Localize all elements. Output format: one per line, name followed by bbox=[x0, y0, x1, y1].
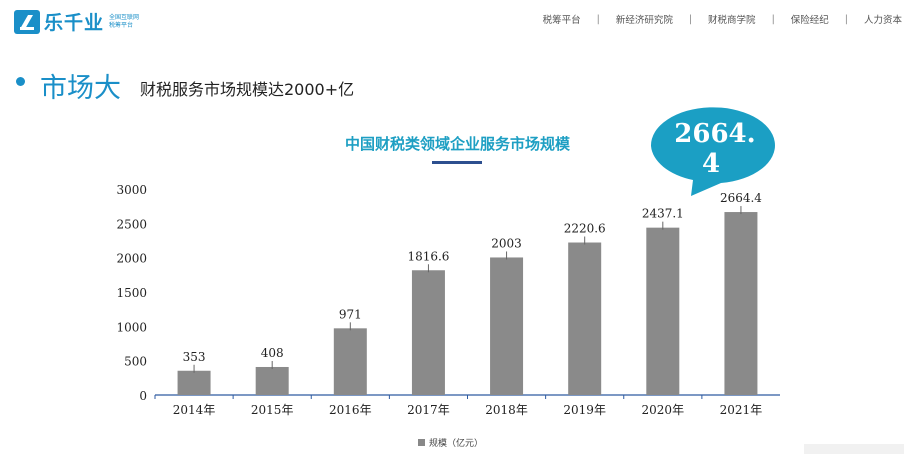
x-tick-label: 2014年 bbox=[173, 403, 216, 417]
top-nav: 税筹平台 | 新经济研究院 | 财税商学院 | 保险经纪 | 人力资本 bbox=[541, 12, 904, 27]
data-label: 2437.1 bbox=[642, 207, 684, 221]
nav-item-research-institute[interactable]: 新经济研究院 bbox=[615, 15, 673, 26]
section-title: 市场大 bbox=[40, 73, 121, 104]
logo-tagline-line1: 全国互联网 bbox=[109, 13, 140, 21]
data-label: 2220.6 bbox=[564, 222, 606, 236]
nav-item-insurance[interactable]: 保险经纪 bbox=[790, 15, 829, 26]
callout-bubble bbox=[650, 107, 775, 196]
y-tick-label: 500 bbox=[124, 355, 147, 369]
section-subtitle: 财税服务市场规模达2000+亿 bbox=[140, 80, 355, 99]
bar-2014年 bbox=[177, 370, 211, 395]
legend-swatch bbox=[418, 439, 425, 446]
y-tick-label: 2500 bbox=[116, 217, 147, 231]
bar-2016年 bbox=[333, 328, 367, 395]
data-label: 971 bbox=[339, 307, 362, 321]
top-header: 乐千业 全国互联网 税筹平台 税筹平台 | 新经济研究院 | 财税商学院 | 保… bbox=[0, 0, 914, 40]
chart-title: 中国财税类领域企业服务市场规模 bbox=[344, 135, 570, 153]
nav-separator: | bbox=[596, 13, 600, 25]
logo-name: 乐千业 bbox=[44, 12, 105, 34]
y-tick-label: 1000 bbox=[116, 320, 147, 334]
watermark bbox=[804, 444, 904, 454]
bar-2017年 bbox=[411, 270, 445, 395]
legend-label: 规模（亿元） bbox=[429, 439, 484, 449]
x-tick-label: 2020年 bbox=[642, 403, 685, 417]
bar-2019年 bbox=[568, 242, 602, 395]
logo-icon bbox=[14, 9, 40, 34]
data-label: 2664.4 bbox=[720, 191, 762, 205]
x-tick-label: 2021年 bbox=[720, 403, 763, 417]
nav-item-human-capital[interactable]: 人力资本 bbox=[863, 15, 902, 26]
logo-tagline: 全国互联网 税筹平台 bbox=[109, 14, 139, 30]
nav-separator: | bbox=[771, 13, 775, 25]
callout-value-line1: 2664. bbox=[674, 119, 755, 149]
data-label: 408 bbox=[261, 346, 284, 360]
x-tick-label: 2016年 bbox=[329, 403, 372, 417]
callout-value-line2: 4 bbox=[702, 149, 720, 179]
y-tick-label: 0 bbox=[139, 389, 147, 403]
y-tick-label: 3000 bbox=[116, 183, 147, 197]
section-bullet-icon bbox=[16, 77, 25, 86]
data-label: 2003 bbox=[491, 236, 522, 250]
x-tick-label: 2018年 bbox=[485, 403, 528, 417]
bar-2021年 bbox=[724, 212, 758, 395]
bar-2020年 bbox=[646, 227, 680, 395]
nav-separator: | bbox=[844, 13, 848, 25]
nav-separator: | bbox=[688, 13, 693, 25]
nav-item-tax-platform[interactable]: 税筹平台 bbox=[542, 15, 581, 26]
value-callout: 2664. 4 bbox=[650, 107, 775, 196]
chart-title-underline bbox=[432, 161, 482, 164]
data-label: 1816.6 bbox=[407, 249, 449, 263]
bar-2018年 bbox=[490, 257, 524, 395]
chart-legend: 规模（亿元） bbox=[418, 436, 483, 449]
bar-2015年 bbox=[255, 366, 289, 395]
brand-logo[interactable]: 乐千业 全国互联网 税筹平台 bbox=[14, 8, 139, 35]
y-tick-label: 2000 bbox=[116, 252, 147, 266]
y-tick-label: 1500 bbox=[116, 286, 147, 300]
x-tick-label: 2015年 bbox=[251, 403, 294, 417]
x-tick-label: 2017年 bbox=[407, 403, 450, 417]
x-tick-label: 2019年 bbox=[563, 403, 606, 417]
logo-tagline-line2: 税筹平台 bbox=[109, 21, 134, 29]
data-label: 353 bbox=[183, 350, 206, 364]
nav-item-business-school[interactable]: 财税商学院 bbox=[708, 15, 756, 26]
